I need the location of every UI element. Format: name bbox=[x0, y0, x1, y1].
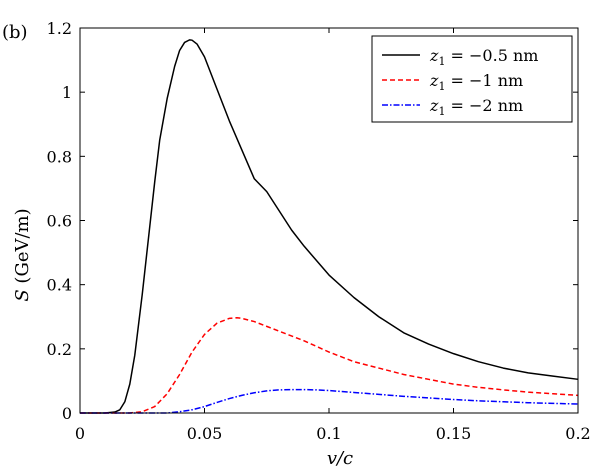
y-axis-label-unit: (GeV/m) bbox=[12, 208, 33, 289]
x-axis-label: v/c bbox=[327, 448, 353, 468]
legend: z1 = −0.5 nm z1 = −1 nm z1 = −2 nm bbox=[371, 35, 573, 123]
y-tick-label: 1 bbox=[62, 83, 72, 102]
x-tick-label: 0.15 bbox=[436, 424, 472, 443]
y-tick-label: 0 bbox=[62, 404, 72, 423]
x-tick-label: 0 bbox=[75, 424, 85, 443]
x-tick-label: 0.1 bbox=[316, 424, 341, 443]
y-axis-label-var: S bbox=[12, 289, 33, 301]
x-tick-label: 0.2 bbox=[565, 424, 590, 443]
y-tick-label: 1.2 bbox=[47, 19, 72, 38]
legend-box bbox=[371, 35, 573, 123]
series-line-3 bbox=[80, 388, 579, 414]
axis-ticks: 0 0.05 0.1 0.15 0.2 0 0.2 0.4 0.6 0.8 1 1.2 bbox=[47, 19, 591, 443]
y-tick-label: 0.2 bbox=[47, 340, 72, 359]
legend-label-3: z1 = −2 nm bbox=[429, 96, 523, 118]
series-line-1 bbox=[80, 39, 579, 414]
y-tick-label: 0.6 bbox=[47, 212, 72, 231]
axes-frame bbox=[79, 27, 579, 414]
y-tick-label: 0.4 bbox=[47, 276, 72, 295]
y-axis-label: S (GeV/m) bbox=[12, 208, 33, 301]
panel-label: (b) bbox=[2, 22, 28, 43]
series-line-2 bbox=[80, 316, 579, 414]
plot-area bbox=[80, 39, 579, 414]
legend-label-1: z1 = −0.5 nm bbox=[429, 46, 538, 68]
legend-label-2: z1 = −1 nm bbox=[429, 71, 523, 93]
x-tick-label: 0.05 bbox=[187, 424, 223, 443]
y-tick-label: 0.8 bbox=[47, 147, 72, 166]
